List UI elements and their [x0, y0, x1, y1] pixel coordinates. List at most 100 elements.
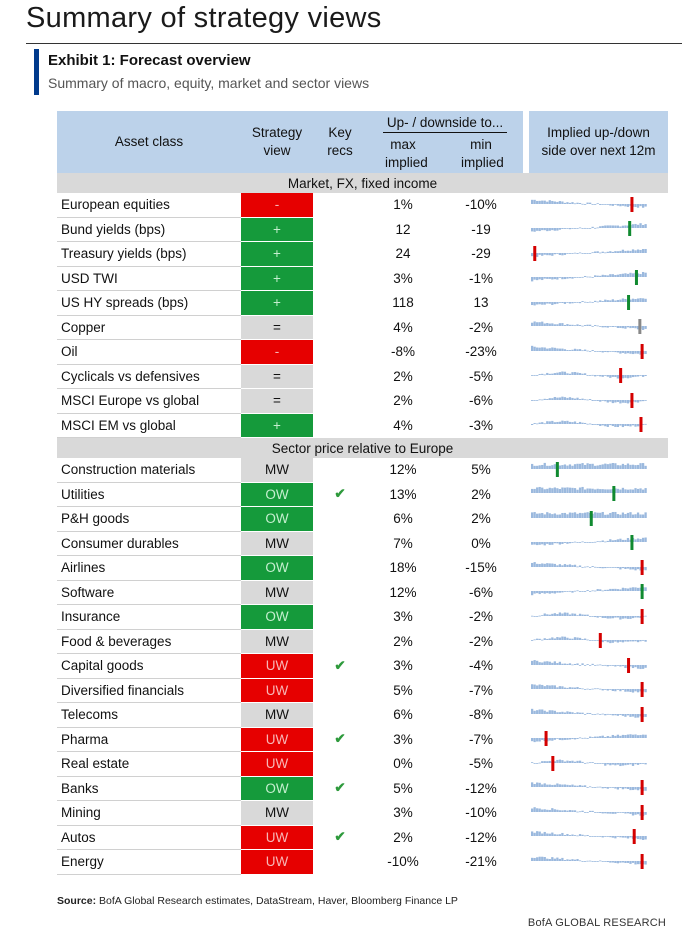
sparkline-bar	[538, 277, 541, 280]
strategy-view-badge: OW	[241, 482, 313, 507]
min-implied-cell: -19	[439, 217, 523, 242]
implied-sparkline-cell	[529, 776, 668, 801]
sparkline-bar	[619, 514, 622, 518]
sparkline-bar	[571, 422, 574, 425]
sparkline-bar	[543, 613, 546, 616]
sparkline-bar	[641, 836, 645, 841]
sparkline-bar	[536, 399, 539, 401]
sparkline-bar	[538, 762, 541, 764]
sparkline-bar	[586, 350, 589, 352]
sparkline-bar	[543, 398, 546, 400]
implied-sparkline-cell	[529, 751, 668, 777]
implied-sparkline	[531, 245, 647, 261]
sparkline-bar	[634, 640, 637, 642]
min-implied-cell: -12%	[439, 825, 523, 850]
sparkline-bar	[604, 350, 607, 352]
table-row: MSCI Europe vs global = 2% -6%	[57, 388, 668, 414]
key-rec-check	[313, 678, 367, 703]
sparkline-bar	[563, 512, 567, 518]
sparkline-bar	[573, 785, 577, 788]
max-implied-cell: 12%	[367, 580, 439, 605]
sparkline-bar	[553, 487, 556, 494]
sparkline-bar	[639, 860, 642, 864]
sparkline-bar	[531, 345, 534, 351]
sparkline-bar	[634, 513, 637, 518]
sparkline-bar	[589, 542, 592, 544]
sparkline-marker	[640, 780, 644, 796]
sparkline-bar	[553, 373, 556, 376]
sparkline-bar	[591, 252, 594, 253]
implied-sparkline-cell	[529, 604, 668, 630]
sparkline-bar	[586, 301, 589, 303]
sparkline-bar	[536, 542, 539, 546]
sparkline-bar	[576, 785, 579, 788]
sparkline-bar	[624, 640, 627, 642]
sparkline-marker	[640, 608, 644, 624]
header-implied-12m-label: Implied up-/down side over next 12m	[541, 125, 656, 158]
sparkline-bar	[599, 326, 602, 328]
sparkline-bar	[636, 811, 640, 814]
sparkline-bar	[531, 512, 534, 518]
sparkline-bar	[624, 375, 627, 379]
sparkline-bar	[533, 615, 536, 617]
sparkline-bar	[538, 684, 541, 690]
key-rec-check	[313, 506, 367, 532]
sparkline-bar	[639, 274, 642, 278]
sparkline-bar	[636, 588, 640, 592]
min-implied-cell: -2%	[439, 629, 523, 654]
sparkline-bar	[639, 539, 642, 543]
sparkline-marker	[598, 633, 602, 649]
sparkline-bar	[543, 591, 546, 594]
sparkline-bar	[616, 539, 620, 543]
sparkline-bar	[609, 539, 612, 543]
sparkline-bar	[631, 273, 635, 278]
sparkline-bar	[573, 512, 577, 518]
sparkline-bar	[533, 489, 536, 494]
sparkline-bar	[551, 513, 554, 518]
sparkline-bar	[558, 738, 562, 741]
sparkline-bar	[543, 661, 546, 665]
sparkline-bar	[566, 228, 569, 230]
sparkline-bar	[606, 664, 609, 667]
implied-sparkline	[531, 829, 647, 845]
sparkline-bar	[551, 301, 554, 305]
sparkline-bar	[576, 301, 579, 303]
sparkline-bar	[604, 375, 607, 377]
sparkline-bar	[548, 323, 551, 327]
sparkline-bar	[558, 542, 562, 545]
brand-label: BofA GLOBAL RESEARCH	[527, 917, 666, 929]
sparkline-bar	[606, 566, 609, 568]
sparkline-bar	[561, 512, 564, 518]
sparkline-bar	[561, 784, 564, 788]
implied-sparkline-cell	[529, 482, 668, 507]
sparkline-bar	[561, 201, 564, 204]
min-implied-cell: 13	[439, 290, 523, 316]
sparkline-bar	[531, 301, 534, 305]
sparkline-bar	[636, 203, 640, 208]
sparkline-bar	[614, 762, 617, 766]
sparkline-bar	[541, 760, 544, 763]
sparkline-bar	[644, 272, 647, 278]
sparkline-bar	[563, 636, 567, 641]
sparkline-bar	[558, 372, 562, 376]
asset-class-cell: Insurance	[57, 604, 241, 630]
sparkline-bar	[583, 811, 587, 813]
table-row: Consumer durables MW 7% 0%	[57, 531, 668, 556]
asset-class-cell: Cyclicals vs defensives	[57, 364, 241, 389]
sparkline-bar	[538, 856, 541, 861]
sparkline-bar	[591, 615, 594, 617]
sparkline-bar	[594, 713, 597, 715]
sparkline-bar	[621, 836, 625, 838]
sparkline-bar	[616, 513, 620, 518]
sparkline-bar	[589, 423, 592, 425]
max-implied-cell: -10%	[367, 849, 439, 875]
sparkline-bar	[629, 615, 632, 619]
sparkline-bar	[589, 761, 592, 763]
sparkline-bar	[611, 689, 614, 692]
sparkline-bar	[566, 397, 569, 400]
sparkline-bar	[576, 397, 579, 400]
sparkline-bar	[533, 321, 536, 327]
sparkline-bar	[636, 489, 640, 494]
table-row: Banks OW ✔ 5% -12%	[57, 776, 668, 801]
sparkline-bar	[536, 738, 539, 742]
